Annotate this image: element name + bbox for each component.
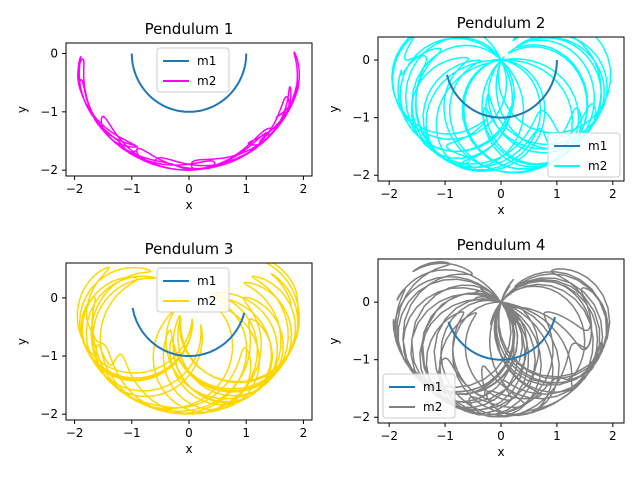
chart-title: Pendulum 4 xyxy=(457,236,546,254)
y-axis-label: y xyxy=(15,338,29,345)
series-m2-line xyxy=(392,261,611,418)
y-tick-label: −1 xyxy=(352,111,370,125)
x-tick-label: −2 xyxy=(380,187,398,201)
y-tick-label: −1 xyxy=(40,105,58,119)
legend-label-m2: m2 xyxy=(197,294,216,308)
x-axis-label: x xyxy=(497,445,504,459)
x-tick-label: −1 xyxy=(123,426,141,440)
x-axis-label: x xyxy=(185,442,192,456)
legend-box xyxy=(156,47,230,93)
y-axis-label: y xyxy=(327,337,341,344)
legend-label-m2: m2 xyxy=(197,74,216,88)
x-tick-label: −1 xyxy=(436,187,454,201)
x-tick-label: −1 xyxy=(123,182,141,196)
x-tick-label: 0 xyxy=(185,182,193,196)
chart-title: Pendulum 1 xyxy=(145,20,234,38)
series-m1-line xyxy=(446,60,558,119)
legend-label-m2: m2 xyxy=(588,159,607,173)
legend-box xyxy=(382,373,456,419)
legend-label-m1: m1 xyxy=(423,380,442,394)
legend-label-m1: m1 xyxy=(197,274,216,288)
legend-label-m2: m2 xyxy=(423,400,442,414)
legend-label-m1: m1 xyxy=(588,139,607,153)
x-tick-label: 0 xyxy=(497,429,505,443)
series-m2-line xyxy=(76,263,300,415)
y-tick-label: −1 xyxy=(40,349,58,363)
x-tick-label: 1 xyxy=(553,429,561,443)
legend-box xyxy=(156,267,230,313)
series-m1-line xyxy=(131,307,246,357)
series-m1-line xyxy=(130,53,248,113)
x-axis-label: x xyxy=(497,203,504,217)
plot-area xyxy=(392,261,611,418)
y-tick-label: 0 xyxy=(362,53,370,67)
y-tick-label: −2 xyxy=(40,163,58,177)
y-tick-label: −2 xyxy=(40,407,58,421)
x-tick-label: −2 xyxy=(66,182,84,196)
x-axis-label: x xyxy=(185,198,192,212)
x-tick-label: −2 xyxy=(66,426,84,440)
x-tick-label: 0 xyxy=(185,426,193,440)
y-axis-label: y xyxy=(327,105,341,112)
series-m2-line xyxy=(77,51,301,171)
x-tick-label: 1 xyxy=(553,187,561,201)
y-tick-label: 0 xyxy=(50,47,58,61)
y-axis-label: y xyxy=(15,106,29,113)
y-tick-label: 0 xyxy=(50,291,58,305)
plot-area xyxy=(77,51,301,171)
legend-box xyxy=(547,132,621,178)
series-m1-line xyxy=(447,316,556,361)
legend-label-m1: m1 xyxy=(197,54,216,68)
x-tick-label: 1 xyxy=(242,182,250,196)
plot-area xyxy=(76,263,300,415)
x-tick-label: 0 xyxy=(497,187,505,201)
chart-title: Pendulum 3 xyxy=(145,240,234,258)
x-tick-label: −1 xyxy=(436,429,454,443)
y-tick-label: −2 xyxy=(352,168,370,182)
y-tick-label: 0 xyxy=(362,295,370,309)
x-tick-label: 2 xyxy=(300,426,308,440)
x-tick-label: 1 xyxy=(242,426,250,440)
x-tick-label: 2 xyxy=(300,182,308,196)
x-tick-label: −2 xyxy=(380,429,398,443)
y-tick-label: −2 xyxy=(352,410,370,424)
x-tick-label: 2 xyxy=(609,187,617,201)
chart-title: Pendulum 2 xyxy=(457,14,546,32)
y-tick-label: −1 xyxy=(352,353,370,367)
x-tick-label: 2 xyxy=(609,429,617,443)
